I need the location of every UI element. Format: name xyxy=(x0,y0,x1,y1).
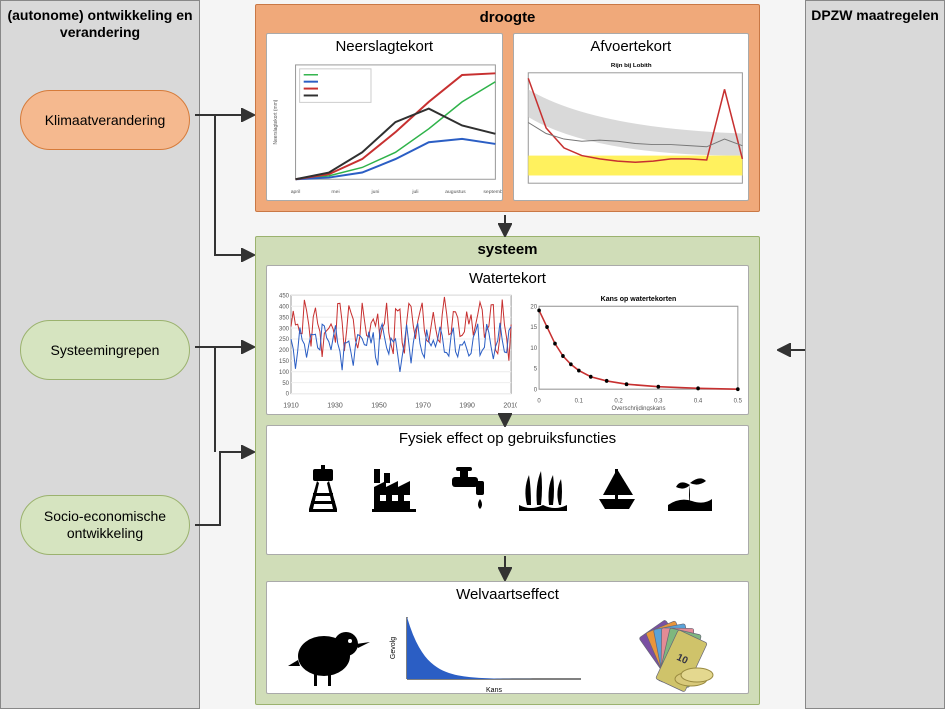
arrows-layer xyxy=(0,0,945,709)
